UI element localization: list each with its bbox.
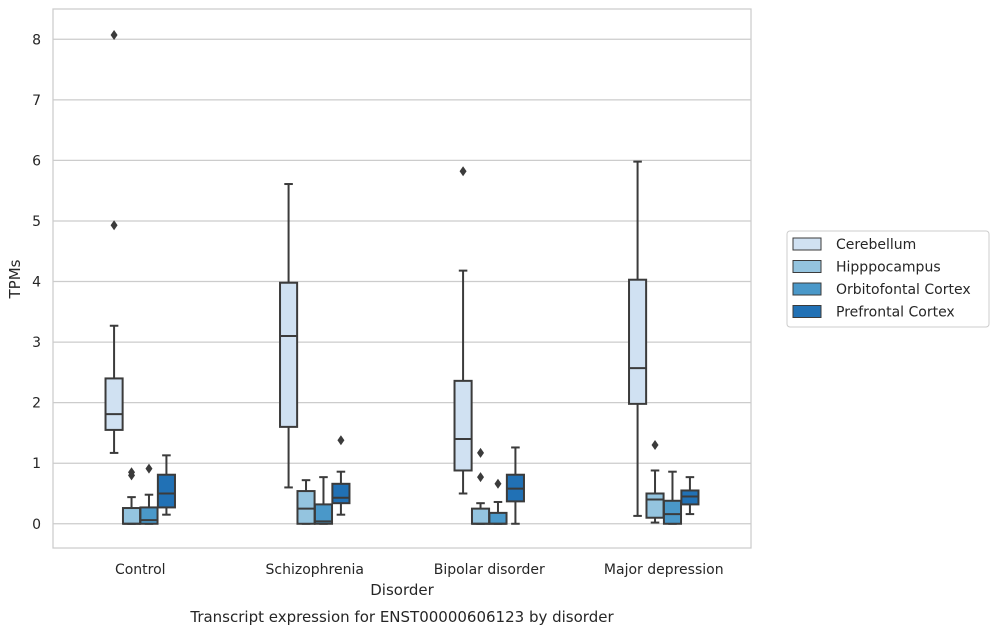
box-series (104, 30, 700, 525)
x-tick-labels: Control Schizophrenia Bipolar disorder Majo… (115, 562, 724, 578)
legend-label: Orbitofontal Cortex (836, 282, 971, 298)
outlier-point (110, 30, 118, 41)
box-iqr (331, 482, 351, 505)
legend-frame (786, 230, 990, 328)
y-tick-label: 8 (32, 32, 41, 48)
box-group (505, 446, 525, 525)
y-tick-labels: 0 1 2 3 4 5 6 7 8 (32, 32, 41, 532)
legend: Cerebellum Hipppocampus Orbitofontal Corte… (786, 230, 990, 328)
legend-swatch (792, 260, 822, 273)
legend-swatch (792, 305, 822, 318)
legend-label: Cerebellum (836, 237, 916, 253)
box-group (680, 476, 700, 516)
legend-label: Hipppocampus (836, 260, 941, 276)
chart-title: Transcript expression for ENST0000060612… (189, 608, 614, 626)
box-group (645, 440, 665, 524)
x-tick-label: Control (115, 562, 166, 578)
box-group (313, 476, 334, 525)
box-iqr (139, 506, 159, 525)
y-tick-label: 0 (32, 517, 41, 533)
outlier-point (145, 463, 153, 474)
x-axis-title: Disorder (370, 581, 434, 599)
y-tick-label: 3 (32, 335, 41, 351)
outlier-point (477, 472, 485, 483)
box-group (331, 435, 351, 516)
box-iqr (628, 278, 648, 405)
box-iqr (645, 492, 665, 519)
box-group (139, 463, 159, 525)
outlier-point (337, 435, 345, 446)
outlier-point (477, 447, 485, 458)
box-group (488, 478, 508, 525)
grid-lines (53, 38, 751, 525)
box-group (453, 166, 473, 495)
outlier-point (110, 220, 118, 231)
box-group (662, 470, 683, 525)
plot-frame (52, 8, 752, 549)
box-iqr (104, 377, 124, 431)
box-iqr (121, 507, 142, 525)
y-tick-label: 6 (32, 153, 41, 169)
box-group (279, 183, 299, 489)
box-group (470, 447, 491, 525)
y-tick-label: 5 (32, 214, 41, 230)
box-iqr (279, 281, 299, 428)
x-tick-label: Major depression (604, 562, 724, 578)
y-tick-label: 4 (32, 275, 41, 291)
y-tick-label: 7 (32, 93, 41, 109)
y-tick-label: 2 (32, 396, 41, 412)
outlier-point (651, 440, 659, 451)
box-group (104, 30, 124, 454)
box-group (628, 160, 648, 517)
box-iqr (453, 379, 473, 472)
x-tick-label: Bipolar disorder (434, 562, 545, 578)
y-tick-label: 1 (32, 456, 41, 472)
box-iqr (488, 511, 508, 525)
box-group (121, 467, 142, 525)
y-axis-title: TPMs (6, 259, 24, 299)
box-iqr (156, 473, 176, 509)
box-iqr (662, 499, 683, 525)
box-group (296, 479, 316, 525)
legend-label: Prefrontal Cortex (836, 305, 955, 321)
box-iqr (296, 490, 316, 525)
outlier-point (459, 166, 467, 177)
box-group (156, 454, 176, 516)
legend-swatch (792, 237, 822, 251)
outlier-point (128, 467, 136, 478)
box-iqr (470, 507, 491, 525)
x-tick-label: Schizophrenia (266, 562, 364, 578)
outlier-point (494, 478, 502, 489)
box-iqr (313, 503, 334, 525)
legend-swatch (792, 282, 822, 296)
